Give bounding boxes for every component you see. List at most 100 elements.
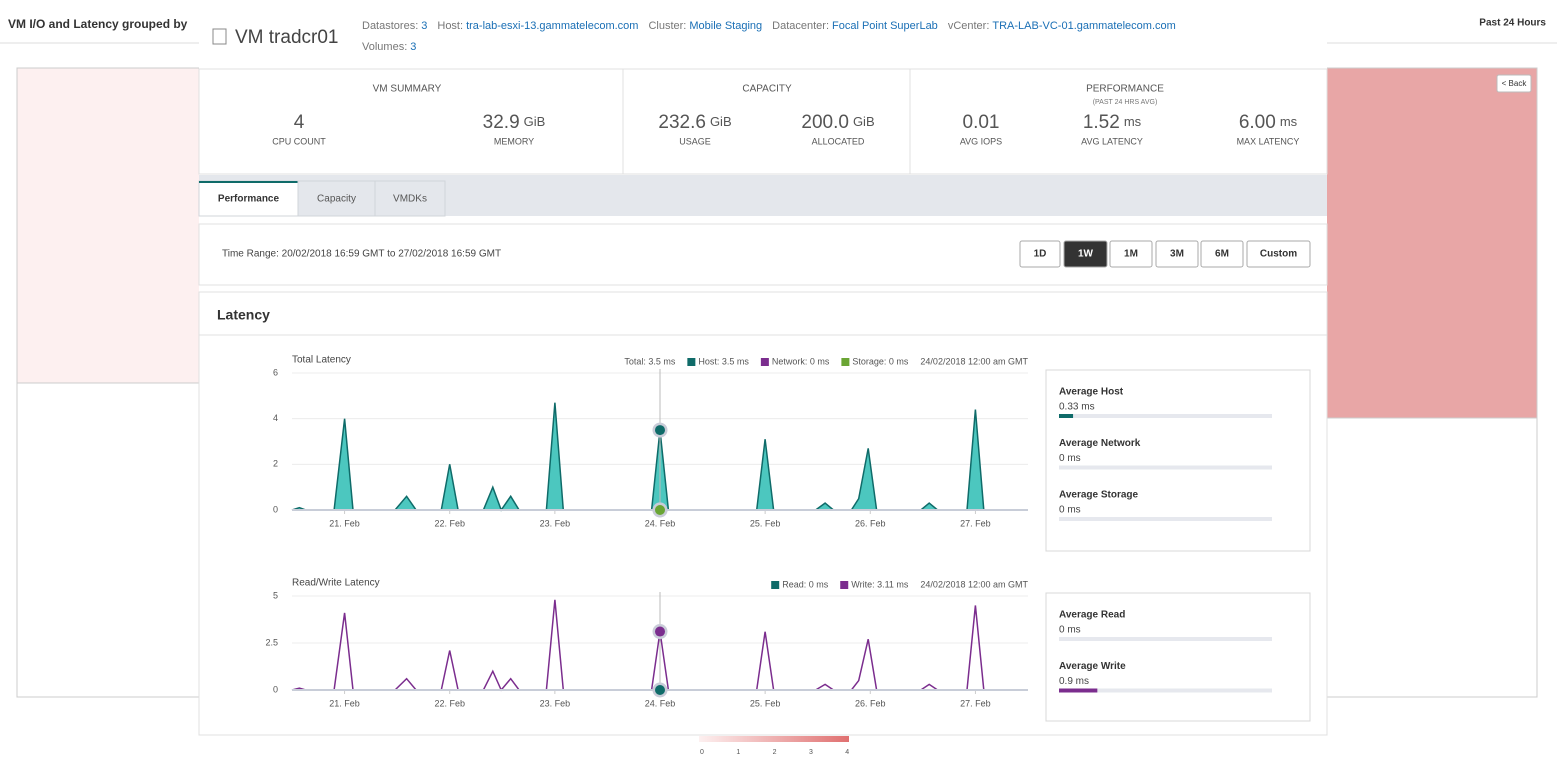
stat-value: 1.52 ms bbox=[1083, 112, 1142, 133]
range-button[interactable] bbox=[1246, 240, 1311, 268]
y-tick-label: 4 bbox=[273, 413, 278, 423]
tab[interactable] bbox=[297, 180, 376, 217]
range-label[interactable]: 1M bbox=[1124, 249, 1138, 260]
tooltip-time: 24/02/2018 12:00 am GMT bbox=[920, 579, 1028, 589]
x-tick-label: 23. Feb bbox=[540, 698, 571, 708]
range-button[interactable] bbox=[1019, 240, 1061, 268]
range-button[interactable] bbox=[1109, 240, 1153, 268]
vm-title: VM tradcr01 bbox=[235, 27, 338, 48]
dashboard-title: VM I/O and Latency grouped by bbox=[8, 17, 188, 31]
tab-label[interactable]: Performance bbox=[218, 194, 280, 205]
meta-value: tra-lab-esxi-13.gammatelecom.com bbox=[466, 20, 638, 32]
stat-name: Average Host bbox=[1059, 387, 1124, 398]
stat-value: 32.9 GiB bbox=[483, 112, 546, 133]
legend-label: Network: 0 ms bbox=[772, 356, 830, 366]
stat-number: 0.01 bbox=[963, 112, 1000, 133]
tab[interactable] bbox=[374, 180, 446, 217]
stat-number: 6.00 bbox=[1239, 112, 1276, 133]
stat-number: 32.9 bbox=[483, 112, 520, 133]
stat-number: 200.0 bbox=[801, 112, 849, 133]
summary-title: CAPACITY bbox=[742, 84, 792, 95]
heat-tick-label: 1 bbox=[736, 749, 740, 756]
x-tick-label: 23. Feb bbox=[540, 518, 571, 528]
x-tick-label: 27. Feb bbox=[960, 698, 991, 708]
stat-unit: GiB bbox=[710, 114, 732, 129]
legend-swatch bbox=[771, 581, 780, 589]
back-label[interactable]: < Back bbox=[1502, 79, 1528, 88]
time-range: Time Range: 20/02/2018 16:59 GMT to 27/0… bbox=[222, 249, 501, 260]
stat-name: Average Network bbox=[1059, 438, 1141, 449]
meta-label: vCenter: bbox=[948, 20, 990, 32]
tooltip-time: 24/02/2018 12:00 am GMT bbox=[920, 356, 1028, 366]
legend-label: Write: 3.11 ms bbox=[851, 579, 909, 589]
range-button[interactable] bbox=[1155, 240, 1199, 268]
tab-label[interactable]: Capacity bbox=[317, 194, 356, 205]
back-button[interactable] bbox=[1496, 74, 1532, 93]
meta-label: Host: bbox=[437, 20, 463, 32]
side-panel bbox=[1045, 592, 1311, 722]
stat-track bbox=[1059, 465, 1272, 470]
stat-number: 232.6 bbox=[658, 112, 706, 133]
range-label[interactable]: 1W bbox=[1078, 249, 1094, 260]
stat-bar bbox=[1059, 414, 1074, 418]
legend-swatch bbox=[840, 581, 849, 589]
range-button[interactable] bbox=[1063, 240, 1108, 268]
stat-track bbox=[1059, 688, 1272, 693]
legend-label: Read: 0 ms bbox=[782, 579, 829, 589]
x-tick-label: 25. Feb bbox=[750, 698, 781, 708]
stat-track bbox=[1059, 637, 1272, 641]
stat-label: MEMORY bbox=[494, 136, 534, 146]
x-tick-label: 22. Feb bbox=[434, 698, 465, 708]
stat-name: Average Read bbox=[1059, 610, 1125, 621]
tooltip-legend: Total: 3.5 ms Host: 3.5 ms Network: 0 ms St… bbox=[624, 356, 1028, 366]
y-tick-label: 2.5 bbox=[265, 637, 278, 647]
y-tick-label: 6 bbox=[273, 367, 278, 377]
x-tick-label: 24. Feb bbox=[645, 518, 676, 528]
range-label[interactable]: 6M bbox=[1215, 249, 1229, 260]
stat-value: 200.0 GiB bbox=[801, 112, 874, 133]
meta-value: TRA-LAB-VC-01.gammatelecom.com bbox=[992, 20, 1175, 32]
heat-tile bbox=[1319, 67, 1538, 419]
range-label[interactable]: 3M bbox=[1170, 249, 1184, 260]
stat-value: 4 bbox=[294, 112, 305, 133]
meta-value: 3 bbox=[421, 20, 427, 32]
range-label[interactable]: 1D bbox=[1034, 249, 1047, 260]
meta-line: Volumes: 3 bbox=[362, 41, 416, 53]
stat-value: 0.33 ms bbox=[1059, 402, 1095, 413]
chart-title: Total Latency bbox=[292, 355, 351, 366]
stat-bar bbox=[1059, 688, 1098, 693]
tooltip-total: Total: 3.5 ms bbox=[624, 356, 676, 366]
heat-legend bbox=[699, 736, 849, 742]
range-button[interactable] bbox=[1200, 240, 1244, 268]
stat-value: 0 ms bbox=[1059, 625, 1081, 636]
stat-value: 0.9 ms bbox=[1059, 676, 1089, 687]
stat-unit: ms bbox=[1280, 114, 1298, 129]
x-tick-label: 25. Feb bbox=[750, 518, 781, 528]
legend-swatch bbox=[760, 358, 769, 366]
stat-value: 232.6 GiB bbox=[658, 112, 731, 133]
stat-label: CPU COUNT bbox=[272, 136, 326, 146]
y-tick-label: 0 bbox=[273, 684, 278, 694]
tooltip-legend: Read: 0 ms Write: 3.11 ms 24/02/2018 12:00… bbox=[771, 579, 1028, 589]
tab-label[interactable]: VMDKs bbox=[393, 194, 427, 205]
legend-swatch bbox=[841, 358, 850, 366]
legend-label: Storage: 0 ms bbox=[852, 356, 909, 366]
stat-label: ALLOCATED bbox=[812, 136, 865, 146]
range-label[interactable]: Custom bbox=[1260, 249, 1297, 260]
marker bbox=[655, 626, 665, 637]
heat-tick-label: 0 bbox=[700, 749, 704, 756]
stat-unit: GiB bbox=[853, 114, 875, 129]
meta-value: Mobile Staging bbox=[689, 20, 762, 32]
stat-label: MAX LATENCY bbox=[1237, 136, 1300, 146]
legend-label: Host: 3.5 ms bbox=[698, 356, 749, 366]
stat-value: 6.00 ms bbox=[1239, 112, 1298, 133]
y-tick-label: 5 bbox=[273, 590, 278, 600]
legend-swatch bbox=[687, 358, 696, 366]
stat-value: 0.01 bbox=[963, 112, 1000, 133]
meta-label: Cluster: bbox=[648, 20, 686, 32]
vm-icon bbox=[212, 28, 227, 45]
stat-name: Average Write bbox=[1059, 661, 1126, 672]
heat-tick-label: 4 bbox=[845, 749, 849, 756]
tab-indicator bbox=[199, 181, 298, 183]
